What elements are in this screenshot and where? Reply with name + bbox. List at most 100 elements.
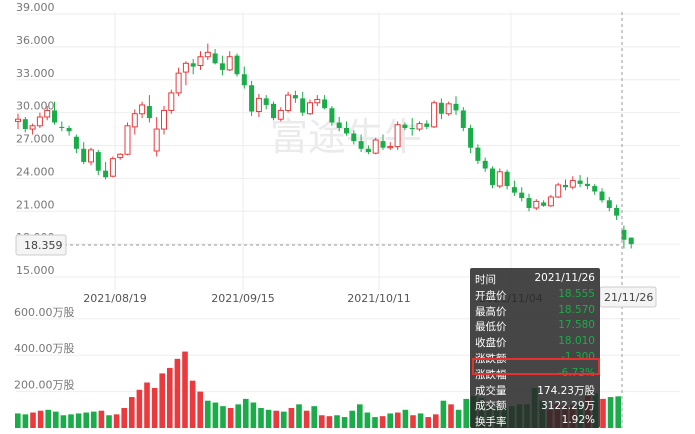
volume-bar [311, 406, 317, 428]
volume-bar [98, 410, 105, 428]
candle-body [496, 171, 503, 187]
price-label: 18.359 [24, 239, 63, 252]
candle-body [153, 128, 160, 152]
candle-body [387, 146, 394, 149]
y-tick-label: 36.000 [16, 34, 55, 47]
tooltip-row: 换手率 1.92% [470, 412, 600, 428]
tooltip-value: 1.92% [561, 414, 595, 427]
volume-bar [334, 415, 340, 428]
volume-bar [205, 400, 211, 428]
y-tick-label: 21.000 [16, 198, 55, 211]
candle-body [380, 141, 386, 148]
candle-body [438, 102, 444, 114]
volume-bar [395, 412, 401, 428]
volume-bar [174, 358, 181, 428]
volume-bar [83, 412, 89, 428]
candle-body [358, 141, 364, 149]
candle-body [460, 110, 466, 128]
volume-bar [197, 391, 203, 428]
candle-body [394, 124, 401, 148]
volume-bar [372, 417, 378, 428]
candle-body [139, 104, 146, 115]
candle-body [584, 183, 590, 187]
y-tick-label: 30.000 [16, 100, 55, 113]
volume-bar [433, 414, 439, 428]
candle-body [219, 63, 225, 70]
candle-body [322, 99, 328, 109]
volume-bar [68, 414, 74, 428]
volume-bar [22, 414, 29, 428]
tooltip-value: 3122.29万 [541, 400, 595, 413]
volume-bar [182, 351, 188, 428]
volume-bar [106, 415, 112, 428]
volume-bar [113, 414, 120, 428]
tooltip-row: 最高价 18.570 [470, 302, 600, 318]
candle-body [29, 125, 36, 130]
y-tick-label: 39.000 [16, 1, 55, 14]
date-label: 21/11/26 [604, 291, 653, 304]
x-tick-label: 2021/10/11 [347, 292, 410, 305]
candle-body [73, 136, 79, 149]
volume-tick-label: 600.00万股 [14, 306, 75, 319]
candle-body [621, 229, 627, 240]
volume-bar [235, 404, 241, 428]
candle-body [292, 95, 298, 99]
candle-body [526, 198, 532, 208]
volume-bar [410, 415, 416, 428]
volume-bar [379, 416, 386, 428]
candle-body [547, 196, 554, 207]
tooltip-row: 成交量 174.23万股 [470, 381, 600, 397]
candle-body [445, 103, 452, 115]
candle-body [190, 63, 196, 67]
x-tick-label: 2021/09/15 [211, 292, 274, 305]
candle-body [44, 109, 51, 118]
volume-bar [75, 413, 82, 428]
x-tick-label: 2021/08/19 [83, 292, 146, 305]
volume-series [15, 351, 621, 428]
volume-bar [319, 415, 325, 428]
volume-bar [30, 412, 36, 428]
candle-body [197, 56, 204, 67]
candle-body [36, 116, 43, 127]
candle-body [431, 102, 438, 128]
volume-bar [440, 400, 447, 428]
candle-body [175, 72, 182, 94]
volume-bar [53, 411, 59, 428]
candle-body [555, 184, 562, 198]
y-axis-labels: 39.000 36.000 33.000 30.000 27.000 24.000 21.0… [16, 1, 55, 277]
candle-body [161, 109, 167, 130]
volume-bar [45, 409, 51, 428]
candle-body [329, 108, 335, 123]
volume-bar [121, 407, 127, 428]
candle-body [511, 187, 517, 193]
candle-body [592, 186, 598, 192]
volume-bar [387, 413, 393, 428]
tooltip-label: 时间 [475, 274, 496, 286]
candle-body [277, 109, 284, 120]
candle-body [482, 160, 488, 169]
candle-body [372, 139, 379, 154]
candle-body [124, 125, 131, 155]
volume-bar [425, 417, 431, 428]
volume-bar [600, 398, 606, 428]
tooltip-value: -6.73% [557, 366, 595, 379]
candle-body [95, 152, 101, 171]
candle-body [569, 180, 576, 188]
candle-body [15, 118, 21, 122]
candle-body [475, 147, 481, 161]
candle-body [336, 122, 342, 128]
candle-body [131, 113, 138, 128]
volume-bar [37, 410, 44, 428]
tooltip-value: 18.570 [558, 303, 595, 316]
tooltip-label: 最高价 [475, 305, 507, 318]
candle-body [109, 158, 116, 177]
tooltip-row: 时间 2021/11/26 [470, 270, 600, 286]
volume-bar [349, 410, 355, 428]
candle-body [533, 200, 540, 209]
tooltip-panel: 时间 2021/11/26 开盘价 18.555 最高价 18.570 最低价 17.580 收… [470, 268, 600, 428]
volume-bar [326, 416, 333, 428]
candle-body [66, 127, 72, 132]
candle-body [249, 85, 255, 112]
candle-body [365, 148, 371, 153]
volume-bar [281, 411, 287, 428]
